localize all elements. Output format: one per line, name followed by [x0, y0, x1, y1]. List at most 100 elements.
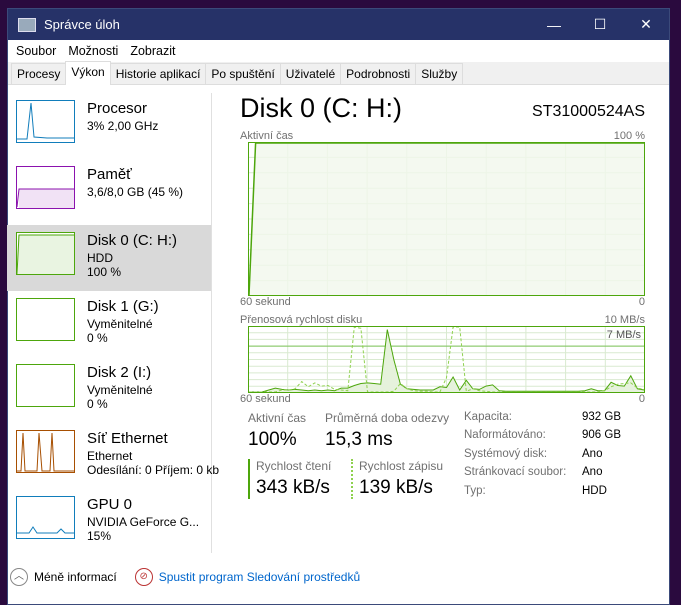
maximize-button[interactable]: ☐ — [593, 16, 607, 32]
sidebar-item[interactable]: Disk 2 (I:) Vyměnitelné 0 % — [7, 357, 211, 423]
sidebar-item-detail: NVIDIA GeForce G... — [87, 515, 200, 529]
response-label: Průměrná doba odezvy — [325, 411, 450, 425]
sidebar-item-detail: 3,6/8,0 GB (45 %) — [87, 185, 184, 199]
sidebar-item[interactable]: Disk 0 (C: H:) HDD 100 % — [7, 225, 211, 291]
disk-model: ST31000524AS — [532, 103, 645, 120]
title-bar[interactable]: Správce úloh — ☐ ✕ — [8, 9, 669, 40]
sidebar-item-usage: Odesílání: 0 Příjem: 0 kb — [87, 463, 220, 477]
thumbnail-graph — [16, 166, 75, 209]
property-label: Systémový disk: — [464, 447, 548, 460]
menu-bar: Soubor Možnosti Zobrazit — [8, 40, 669, 62]
menu-soubor[interactable]: Soubor — [16, 44, 57, 58]
sidebar-item-detail: Vyměnitelné — [87, 317, 153, 331]
thumbnail-sparkline — [17, 526, 74, 534]
sidebar-item-name: Procesor — [87, 100, 148, 117]
sidebar-item[interactable]: Síť Ethernet Ethernet Odesílání: 0 Příjem:… — [7, 423, 219, 489]
minimize-button[interactable]: — — [547, 16, 561, 33]
open-resource-monitor-link[interactable]: Spustit program Sledování prostředků — [158, 570, 361, 584]
tab-sluzby[interactable]: Služby — [415, 63, 464, 84]
menu-moznosti[interactable]: Možnosti — [68, 44, 119, 58]
menu-zobrazit[interactable]: Zobrazit — [130, 44, 176, 58]
read-speed-value: 343 kB/s — [256, 477, 330, 498]
tab-podrobnosti[interactable]: Podrobnosti — [340, 63, 417, 84]
thumbnail-graph — [16, 100, 75, 143]
property-label: Typ: — [464, 484, 486, 497]
thumbnail-graph — [16, 496, 75, 539]
tab-bar: Procesy Výkon Historie aplikací Po spušt… — [8, 61, 669, 85]
window-title: Správce úloh — [44, 17, 120, 32]
sidebar-item-usage: 0 % — [87, 331, 108, 345]
active-time-value: 100% — [248, 429, 297, 450]
thumbnail-graph — [16, 364, 75, 407]
chart-border — [248, 326, 645, 393]
property-value: HDD — [582, 484, 607, 497]
thumbnail-sparkline — [16, 234, 74, 275]
thumbnail-graph — [16, 298, 75, 341]
sidebar-item-detail: 3% 2,00 GHz — [87, 119, 159, 133]
sidebar-item-detail: Ethernet — [87, 449, 133, 463]
sidebar-item-usage: 100 % — [87, 265, 122, 279]
tab-historie[interactable]: Historie aplikací — [109, 63, 207, 84]
chevron-up-icon[interactable]: ︿ — [10, 568, 28, 586]
active-chart-max: 100 % — [613, 130, 645, 142]
property-label: Stránkovací soubor: — [464, 466, 567, 479]
thumbnail-graph — [16, 430, 75, 473]
task-manager-icon — [18, 17, 36, 32]
read-speed-line — [249, 329, 645, 393]
sidebar-item[interactable]: GPU 0 NVIDIA GeForce G... 15% — [7, 489, 211, 555]
thumbnail-sparkline — [17, 365, 74, 406]
fewer-details-button[interactable]: Méně informací — [34, 570, 117, 584]
reference-line-label: 7 MB/s — [606, 329, 641, 341]
sidebar-item[interactable]: Paměť 3,6/8,0 GB (45 %) — [7, 159, 211, 225]
thumbnail-sparkline — [17, 432, 74, 472]
sidebar-item-name: Paměť — [87, 166, 132, 183]
property-value: 932 GB — [582, 411, 621, 423]
sidebar-item-name: GPU 0 — [87, 496, 133, 513]
thumbnail-sparkline — [17, 102, 74, 140]
page-title: Disk 0 (C: H:) — [240, 93, 402, 123]
response-value: 15,3 ms — [325, 429, 393, 450]
chart-border — [248, 142, 645, 296]
property-label: Naformátováno: — [464, 429, 546, 442]
sidebar-item-name: Disk 1 (G:) — [87, 298, 159, 315]
resource-monitor-icon: ⊘ — [134, 568, 153, 586]
write-speed-value: 139 kB/s — [359, 477, 433, 498]
property-value: 906 GB — [582, 429, 621, 442]
read-speed-label: Rychlost čtení — [256, 459, 332, 473]
disk-detail-panel: Disk 0 (C: H:) ST31000524AS Aktivní čas 1… — [240, 93, 645, 499]
close-button[interactable]: ✕ — [640, 16, 652, 32]
sidebar-item-name: Disk 2 (I:) — [87, 364, 152, 381]
property-value: Ano — [582, 447, 603, 460]
write-speed-label: Rychlost zápisu — [359, 459, 444, 473]
sidebar-item[interactable]: Disk 1 (G:) Vyměnitelné 0 % — [7, 291, 211, 357]
thumbnail-graph — [16, 232, 75, 275]
thumbnail-sparkline — [16, 188, 74, 208]
property-value: Ano — [582, 466, 603, 479]
x-axis-left: 60 sekund — [240, 296, 291, 308]
sidebar-item-name: Síť Ethernet — [87, 430, 168, 447]
x-axis-left-2: 60 sekund — [240, 393, 291, 405]
active-time-label: Aktivní čas — [248, 411, 307, 425]
tab-procesy[interactable]: Procesy — [11, 63, 67, 84]
transfer-chart-label: Přenosová rychlost disku — [240, 314, 363, 326]
property-label: Kapacita: — [464, 411, 512, 423]
sidebar-item-name: Disk 0 (C: H:) — [87, 232, 177, 249]
transfer-chart-max: 10 MB/s — [604, 314, 645, 326]
footer: ︿ Méně informací ⊘ Spustit program Sledo… — [10, 568, 360, 586]
active-time-area — [249, 143, 644, 295]
active-chart-label: Aktivní čas — [240, 130, 294, 142]
x-axis-right: 0 — [638, 296, 645, 308]
transfer-rate-chart — [248, 326, 645, 393]
tab-po-spusteni[interactable]: Po spuštění — [205, 63, 281, 84]
tab-vykon[interactable]: Výkon — [65, 61, 111, 85]
task-manager-window: Správce úloh — ☐ ✕ Soubor Možnosti Zobra… — [7, 8, 670, 605]
thumbnail-sparkline — [17, 299, 74, 340]
disk-properties: Kapacita: 932 GB Naformátováno: 906 GB Systé… — [464, 411, 621, 499]
tab-uzivatele[interactable]: Uživatelé — [279, 63, 342, 84]
sidebar-item-usage: 0 % — [87, 397, 108, 411]
sidebar-item-detail: Vyměnitelné — [87, 383, 153, 397]
sidebar-item[interactable]: Procesor 3% 2,00 GHz — [7, 93, 211, 159]
sidebar-item-detail: HDD — [87, 251, 113, 265]
sidebar-item-usage: 15% — [87, 529, 112, 543]
x-axis-right-2: 0 — [638, 393, 645, 405]
